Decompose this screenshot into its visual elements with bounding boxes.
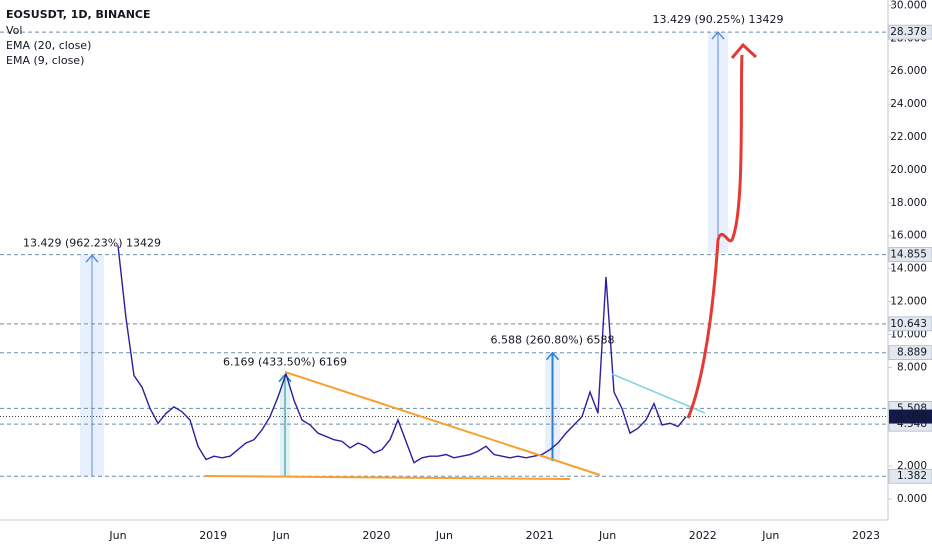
measure-label: 6.169 (433.50%) 6169 [223, 356, 347, 369]
y-tick-label: 24.000 [890, 98, 927, 110]
x-tick-label: 2023 [852, 529, 880, 542]
level-label: 14.855 [890, 249, 927, 261]
y-tick-label: 20.000 [890, 164, 927, 176]
level-label: 5.008 [897, 411, 927, 423]
y-tick-label: 26.000 [890, 65, 927, 77]
price-line [117, 245, 687, 464]
level-label: 28.378 [890, 26, 927, 38]
y-tick-label: 22.000 [890, 131, 927, 143]
level-label: 1.382 [897, 470, 927, 482]
y-tick-label: 10.000 [890, 328, 927, 340]
indicator-label: Vol [6, 24, 22, 37]
x-tick-label: Jun [108, 529, 126, 542]
level-label-bg [888, 24, 932, 40]
trend-line [611, 373, 706, 414]
level-label-bg [888, 345, 932, 361]
y-tick-label: 16.000 [890, 230, 927, 242]
x-tick-label: Jun [598, 529, 616, 542]
indicator-label: EMA (9, close) [6, 54, 84, 67]
level-label: 10.643 [890, 318, 927, 330]
y-tick-label: 8.000 [897, 361, 927, 373]
indicator-label: EMA (20, close) [6, 39, 91, 52]
level-label-bg [888, 468, 932, 484]
forecast-arrowhead [730, 42, 758, 59]
level-label-bg [888, 316, 932, 332]
measure-arrowhead [85, 254, 99, 263]
trend-line [284, 371, 601, 476]
measure-arrowhead [545, 351, 560, 361]
y-tick-label: 30.000 [890, 0, 927, 11]
x-tick-label: Jun [272, 529, 290, 542]
x-tick-label: 2020 [362, 529, 390, 542]
x-tick-label: Jun [761, 529, 779, 542]
measure-label: 6.588 (260.80%) 6588 [490, 334, 614, 347]
support-line [204, 475, 571, 480]
x-tick-label: Jun [435, 529, 453, 542]
measure-label: 13.429 (962.23%) 13429 [23, 236, 161, 249]
y-tick-label: 14.000 [890, 263, 927, 275]
forecast-path [686, 54, 744, 419]
measure-label: 13.429 (90.25%) 13429 [652, 13, 783, 26]
level-label-bg [889, 409, 932, 424]
x-tick-label: 2019 [199, 529, 227, 542]
y-tick-label: 12.000 [890, 296, 927, 308]
y-tick-label: 0.000 [897, 493, 927, 505]
y-tick-label: 18.000 [890, 197, 927, 209]
level-label-bg [888, 247, 932, 262]
x-tick-label: 2021 [526, 529, 554, 542]
x-tick-label: 2022 [689, 529, 717, 542]
level-label: 8.889 [897, 347, 927, 359]
chart-title: EOSUSDT, 1D, BINANCE [6, 8, 151, 21]
